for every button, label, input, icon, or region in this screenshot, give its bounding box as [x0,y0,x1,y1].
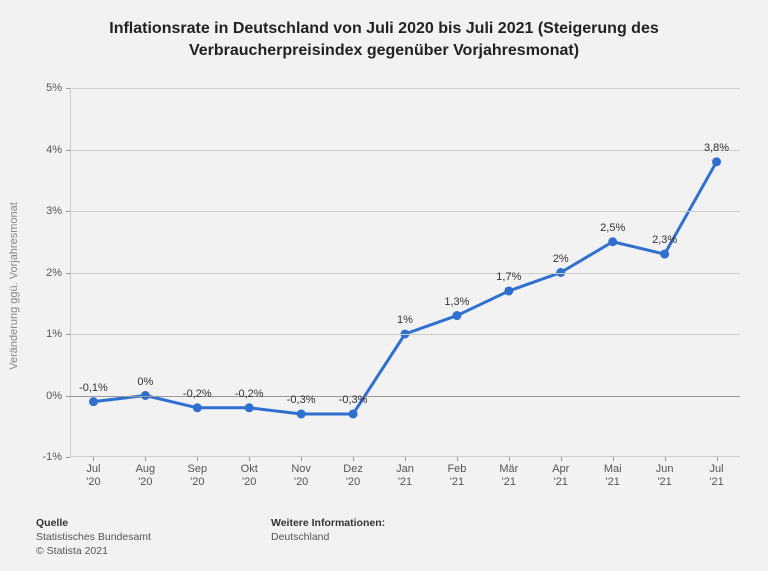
y-tick-label: 2% [46,267,70,279]
x-tick-label: Apr '21 [552,457,569,488]
data-label: -0,3% [287,394,316,412]
source-heading: Quelle [36,517,151,529]
zero-line [70,396,740,397]
y-tick-label: 5% [46,82,70,94]
x-tick-label: Jul '20 [86,457,100,488]
x-tick-label: Nov '20 [291,457,311,488]
data-label: -0,1% [79,382,108,400]
data-label: 2,5% [600,222,625,240]
x-tick-label: Dez '20 [343,457,363,488]
grid-line [70,334,740,335]
data-label: 1,3% [444,296,469,314]
x-tick-label: Jun '21 [656,457,674,488]
x-tick-label: Sep '20 [188,457,208,488]
x-tick-label: Jul '21 [709,457,723,488]
title-line-1: Inflationsrate in Deutschland von Juli 2… [109,20,658,37]
x-tick-label: Mär '21 [499,457,518,488]
y-tick-label: 1% [46,328,70,340]
y-tick-label: 0% [46,390,70,402]
x-tick-label: Okt '20 [241,457,258,488]
data-label: 2,3% [652,234,677,252]
data-label: 1,7% [496,271,521,289]
data-label: 2% [553,253,569,271]
x-tick-label: Jan '21 [396,457,414,488]
plot-area: -1%0%1%2%3%4%5%Jul '20Aug '20Sep '20Okt … [70,88,740,457]
data-label: 0% [137,376,153,394]
more-info-text: Deutschland [271,531,385,543]
source-text: Statistisches Bundesamt [36,531,151,543]
data-label: -0,3% [339,394,368,412]
chart-area: Veränderung ggü. Vorjahresmonat -1% 0% 1% 2… [0,70,768,501]
chart-footer: Quelle Statistisches Bundesamt © Statist… [36,517,748,557]
data-label: -0,2% [183,388,212,406]
y-tick-label: 4% [46,144,70,156]
grid-line [70,150,740,151]
chart-title: Inflationsrate in Deutschland von Juli 2… [0,0,768,65]
y-tick-label: -1% [42,451,70,463]
more-info-heading: Weitere Informationen: [271,517,385,529]
data-label: -0,2% [235,388,264,406]
y-tick-label: 3% [46,205,70,217]
x-tick-label: Mai '21 [604,457,622,488]
grid-line [70,88,740,89]
grid-line [70,211,740,212]
series-line [93,162,716,414]
data-label: 1% [397,314,413,332]
x-tick-label: Aug '20 [136,457,156,488]
grid-line [70,273,740,274]
x-tick-label: Feb '21 [447,457,466,488]
source-block: Quelle Statistisches Bundesamt © Statist… [36,517,151,557]
title-line-2: Verbraucherpreisindex gegenüber Vorjahre… [189,42,579,59]
y-axis-title: Veränderung ggü. Vorjahresmonat [8,202,20,370]
copyright-text: © Statista 2021 [36,545,151,557]
data-label: 3,8% [704,142,729,160]
more-info-block: Weitere Informationen: Deutschland [271,517,385,557]
